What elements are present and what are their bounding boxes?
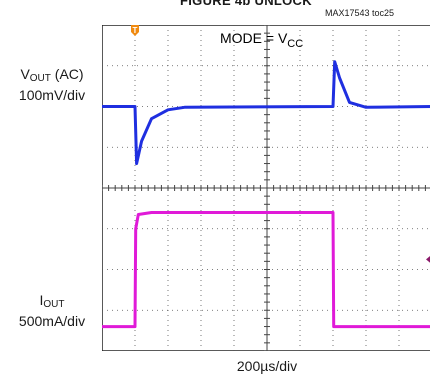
mode-label: MODE = VCC (220, 30, 303, 50)
channel-marker (426, 255, 430, 263)
trigger-label: T (133, 26, 138, 35)
traces (102, 60, 430, 329)
iout-scale: 500mA/div (18, 313, 86, 329)
x-axis-label: 200µs/div (236, 358, 298, 374)
vout-scale: 100mV/div (18, 87, 86, 103)
markers: T (131, 25, 430, 263)
oscilloscope-plot: T MODE = VCC (102, 25, 430, 351)
trigger-marker: T (131, 25, 139, 36)
chart-title: FIGURE 4b UNLOCK (180, 0, 312, 8)
figure-tag: MAX17543 toc25 (325, 8, 395, 18)
trace-vout (102, 60, 430, 166)
iout-label: IOUT 500mA/div (6, 292, 98, 330)
trace-iout (102, 211, 430, 329)
vout-label: VOUT (AC) 100mV/div (6, 66, 98, 104)
